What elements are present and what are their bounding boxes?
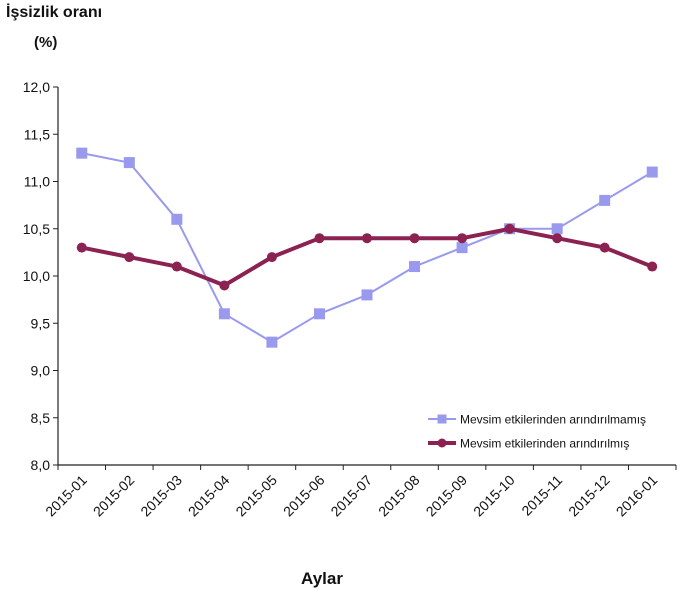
x-tick-label: 2015-04 bbox=[185, 472, 233, 520]
series-1-point bbox=[456, 242, 468, 254]
series-1-point bbox=[313, 308, 325, 320]
x-tick-label: 2015-01 bbox=[42, 472, 90, 520]
series-2-point bbox=[504, 223, 515, 234]
x-tick-label: 2016-01 bbox=[613, 472, 661, 520]
y-tick-labels: 8,0 8,5 9,0 9,5 10,0 10,5 11,0 11,5 12,0 bbox=[23, 79, 50, 473]
y-tick-label: 10,5 bbox=[23, 221, 50, 237]
legend-marker-1 bbox=[437, 414, 447, 424]
y-tick-label: 12,0 bbox=[23, 79, 50, 95]
series-2-point bbox=[266, 252, 277, 263]
series-2-point bbox=[409, 233, 420, 244]
x-tick-label: 2015-10 bbox=[470, 472, 518, 520]
y-axis-unit: (%) bbox=[34, 34, 58, 51]
series-1-point bbox=[266, 336, 278, 348]
y-tick-label: 8,0 bbox=[31, 457, 51, 473]
x-tick-label: 2015-05 bbox=[232, 472, 280, 520]
series-2-point bbox=[362, 233, 372, 244]
y-tick-label: 9,0 bbox=[31, 363, 51, 379]
y-tick-label: 11,0 bbox=[24, 174, 50, 190]
series-1-point bbox=[171, 213, 183, 225]
x-tick-label: 2015-11 bbox=[518, 472, 565, 519]
series-line-1 bbox=[81, 152, 653, 344]
series-1-point bbox=[361, 289, 373, 301]
series-2-point bbox=[599, 242, 610, 253]
y-tick-label: 9,5 bbox=[31, 315, 51, 331]
legend-label-1: Mevsim etkilerinden arındırılmamış bbox=[460, 413, 646, 427]
series-layer bbox=[76, 147, 658, 348]
x-tick-label: 2015-02 bbox=[90, 472, 138, 520]
series-2-point bbox=[647, 261, 658, 272]
x-tick-label: 2015-12 bbox=[565, 472, 613, 520]
y-tick-label: 11,5 bbox=[24, 126, 50, 142]
legend: Mevsim etkilerinden arındırılmamış Mevsim… bbox=[428, 413, 646, 451]
series-1-point bbox=[218, 308, 230, 320]
x-axis-title: Aylar bbox=[301, 569, 343, 588]
series-2-point bbox=[457, 233, 468, 244]
series-1-point bbox=[123, 157, 135, 169]
x-tick-labels: 2015-01 2015-02 2015-03 2015-04 2015-05 2015-… bbox=[42, 472, 660, 520]
legend-marker-2 bbox=[437, 438, 447, 448]
axes bbox=[53, 86, 677, 470]
series-2-point bbox=[552, 233, 563, 244]
series-1-point bbox=[599, 194, 611, 206]
series-1-point bbox=[646, 166, 658, 178]
series-2-point bbox=[171, 261, 182, 272]
series-1-point bbox=[76, 147, 88, 159]
x-tick-label: 2015-03 bbox=[137, 472, 185, 520]
x-tick-label: 2015-09 bbox=[423, 472, 471, 520]
series-2-point bbox=[314, 233, 325, 244]
x-tick-label: 2015-06 bbox=[280, 472, 328, 520]
series-2-point bbox=[76, 242, 87, 253]
x-tick-label: 2015-07 bbox=[327, 472, 375, 520]
series-2-point bbox=[219, 280, 230, 291]
y-tick-label: 8,5 bbox=[31, 410, 51, 426]
series-1-point bbox=[551, 223, 563, 235]
x-tick-label: 2015-08 bbox=[375, 472, 423, 520]
legend-label-2: Mevsim etkilerinden arındırılmış bbox=[460, 437, 629, 451]
series-2-point bbox=[124, 252, 135, 263]
y-tick-label: 10,0 bbox=[23, 268, 50, 284]
series-1-point bbox=[409, 261, 421, 273]
y-axis-title: İşsizlik oranı bbox=[6, 4, 103, 21]
